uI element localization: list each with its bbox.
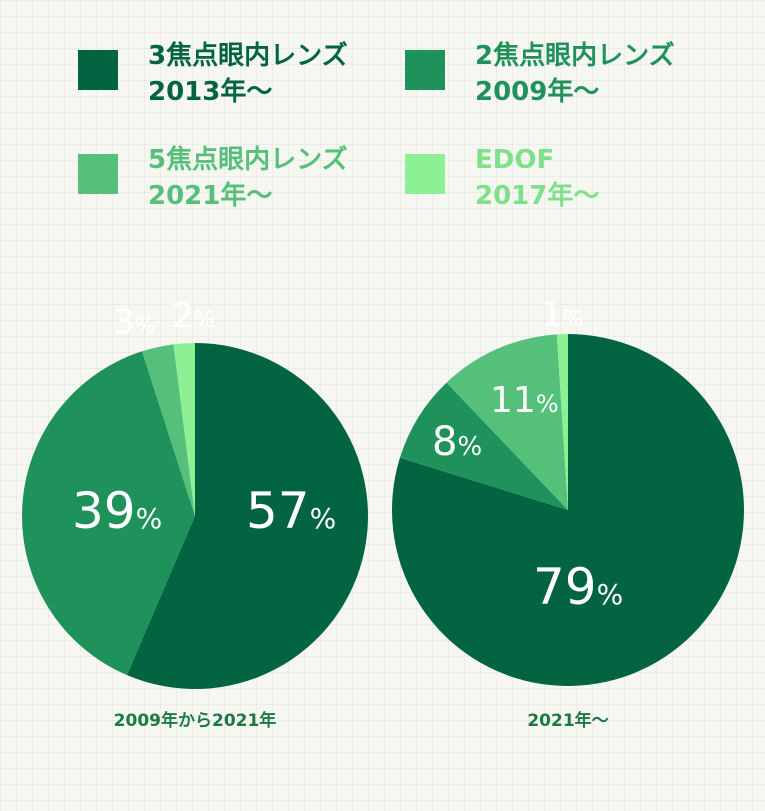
pie-1-label-value-trifocal: 79 [533, 558, 597, 616]
pie-1-label-unit-edof: % [563, 307, 584, 332]
pie-0-label-unit-bifocal: % [136, 502, 163, 535]
pie-1-label-unit-pentafocal: % [536, 390, 559, 418]
pie-1-label-unit-bifocal: % [457, 432, 482, 462]
pie-1-label-pentafocal: 11% [490, 380, 559, 421]
pie-1-label-bifocal: 8% [432, 419, 482, 465]
chart-caption-2009-2021: 2009年から2021年 [113, 711, 277, 731]
legend-name-trifocal: 3焦点眼内レンズ [148, 41, 348, 71]
pie-0 [21, 343, 368, 689]
pie-1-label-value-edof: 1 [541, 295, 563, 335]
legend-name-pentafocal: 5焦点眼内レンズ [148, 145, 348, 175]
legend-swatch-pentafocal [78, 154, 118, 194]
pie-0-slice-bifocal [21, 351, 195, 676]
legend-name-edof: EDOF [475, 145, 555, 175]
pie-0-label-pentafocal: 3% [113, 302, 156, 342]
legend-label-pentafocal: 5焦点眼内レンズ 2021年〜 [148, 142, 348, 214]
legend-label-trifocal: 3焦点眼内レンズ 2013年〜 [148, 38, 348, 110]
pie-0-label-value-trifocal: 57 [246, 482, 310, 540]
pie-1-label-unit-trifocal: % [597, 578, 624, 611]
legend-year-bifocal: 2009年〜 [475, 77, 600, 107]
legend-year-pentafocal: 2021年〜 [148, 181, 273, 211]
pie-1 [391, 334, 744, 686]
legend-swatch-edof [405, 154, 445, 194]
pie-0-label-bifocal: 39% [72, 482, 162, 540]
pie-0-slice-trifocal [126, 343, 368, 689]
legend-swatch-trifocal [78, 50, 118, 90]
pie-1-label-value-pentafocal: 11 [490, 380, 536, 421]
pie-0-slice-pentafocal [142, 344, 195, 516]
pie-0-label-edof: 2% [172, 296, 215, 336]
pie-1-slice-trifocal [391, 334, 744, 686]
legend-year-trifocal: 2013年〜 [148, 77, 273, 107]
pie-0-slice-edof [173, 343, 195, 516]
legend-year-edof: 2017年〜 [475, 181, 600, 211]
pie-0-label-value-pentafocal: 3 [113, 302, 135, 342]
pie-0-label-unit-edof: % [194, 308, 215, 333]
pie-1-slice-edof [556, 334, 568, 510]
pie-1-slice-pentafocal [446, 334, 568, 510]
pie-0-label-value-bifocal: 39 [72, 482, 136, 540]
pie-1-label-value-bifocal: 8 [432, 419, 457, 465]
pie-1-label-trifocal: 79% [533, 558, 623, 616]
legend-label-bifocal: 2焦点眼内レンズ 2009年〜 [475, 38, 675, 110]
legend-label-edof: EDOF 2017年〜 [475, 142, 599, 214]
pie-0-label-value-edof: 2 [172, 296, 194, 336]
pie-0-label-trifocal: 57% [246, 482, 336, 540]
legend-name-bifocal: 2焦点眼内レンズ [475, 41, 675, 71]
pie-0-label-unit-trifocal: % [310, 502, 337, 535]
chart-caption-2021: 2021年〜 [527, 711, 609, 731]
legend-swatch-bifocal [405, 50, 445, 90]
pie-1-label-edof: 1% [541, 295, 584, 335]
pie-0-label-unit-pentafocal: % [135, 314, 156, 339]
pie-1-slice-bifocal [399, 382, 568, 510]
